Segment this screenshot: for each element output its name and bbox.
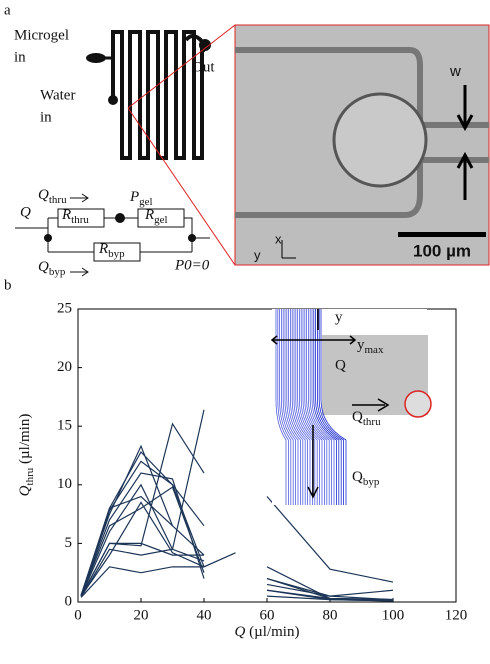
zoom-line — [127, 107, 236, 266]
label: Microgel — [14, 27, 69, 43]
streamline — [320, 309, 347, 505]
series-line — [80, 486, 394, 602]
streamline — [300, 309, 320, 505]
streamline — [306, 309, 328, 505]
streamline — [297, 309, 316, 505]
x-tick-label: 0 — [74, 607, 82, 623]
streamline — [302, 309, 323, 505]
zoom-line — [127, 24, 236, 109]
x-tick-label: 100 — [382, 607, 405, 623]
label: Water — [40, 87, 75, 103]
inset-label: Q — [335, 357, 346, 373]
series-line — [80, 409, 394, 598]
y-tick-label: 0 — [65, 593, 73, 609]
streamline — [286, 309, 301, 505]
streamline — [275, 309, 287, 505]
streamline — [317, 309, 342, 505]
outlet — [199, 39, 211, 51]
water-inlet — [108, 95, 118, 105]
y-tick-label: 10 — [57, 476, 72, 492]
streamline — [309, 309, 332, 505]
channel-wall — [235, 47, 489, 218]
label: w — [449, 63, 461, 80]
label: in — [14, 49, 26, 65]
panel-label: a — [4, 2, 11, 18]
node — [188, 234, 196, 242]
width-arrows — [456, 85, 474, 200]
y-axis-label: Qthru (µl/min) — [17, 414, 35, 497]
label: Pgel — [129, 189, 153, 207]
inset-arrows — [270, 309, 390, 499]
series-line — [80, 495, 173, 596]
series-line — [80, 501, 394, 601]
label: x — [275, 231, 282, 246]
label: Out — [192, 59, 215, 75]
label: y — [254, 247, 261, 262]
y-tick-label: 25 — [57, 300, 72, 316]
label: Rbyp — [98, 241, 125, 259]
streamline — [281, 309, 294, 505]
streamline — [299, 309, 318, 505]
x-tick-label: 40 — [197, 607, 212, 623]
streamline — [308, 309, 330, 505]
y-tick-label: 5 — [65, 535, 73, 551]
streamline — [318, 309, 344, 505]
series-line — [80, 483, 394, 597]
inset — [270, 309, 432, 505]
x-tick-label: 120 — [445, 607, 468, 623]
inset-label: y — [335, 309, 343, 325]
streamline — [288, 309, 304, 505]
streamline — [284, 309, 299, 505]
device-schematic — [111, 30, 207, 160]
streamline — [311, 309, 335, 505]
streamline — [277, 309, 289, 505]
node — [44, 234, 52, 242]
streamline — [279, 309, 292, 505]
streamline — [290, 309, 306, 505]
series-line — [81, 543, 267, 596]
label: Rgel — [144, 207, 168, 225]
scale-label: 100 µm — [413, 241, 471, 260]
series-line — [80, 460, 205, 597]
streamline — [315, 309, 340, 505]
x-tick-label: 60 — [260, 607, 275, 623]
axes-icon — [281, 240, 296, 259]
streamline — [291, 309, 308, 505]
streamline — [304, 309, 325, 505]
label: Qthru — [38, 187, 67, 205]
label: in — [40, 109, 52, 125]
label: Rthru — [61, 207, 89, 225]
label: P0=0 — [174, 257, 210, 273]
x-tick-label: 20 — [134, 607, 149, 623]
y-tick-label: 20 — [57, 359, 72, 375]
y-tick-label: 15 — [57, 418, 72, 434]
streamline — [293, 309, 311, 505]
streamline — [282, 309, 296, 505]
circuit — [15, 193, 210, 277]
scale-bar — [398, 232, 486, 237]
inset-label: Qbyp — [352, 469, 380, 487]
label: Qbyp — [38, 259, 66, 277]
inset-label: Qthru — [352, 409, 381, 427]
node — [115, 213, 125, 223]
inset-gel — [404, 390, 432, 418]
panel-label: b — [4, 277, 12, 293]
inset-label: ymax — [357, 337, 384, 355]
label: Q — [20, 204, 31, 220]
microgel — [332, 92, 428, 188]
series-line — [80, 552, 236, 598]
x-tick-label: 80 — [323, 607, 338, 623]
streamline — [313, 309, 337, 505]
x-axis-label: Q (µl/min) — [235, 624, 300, 640]
